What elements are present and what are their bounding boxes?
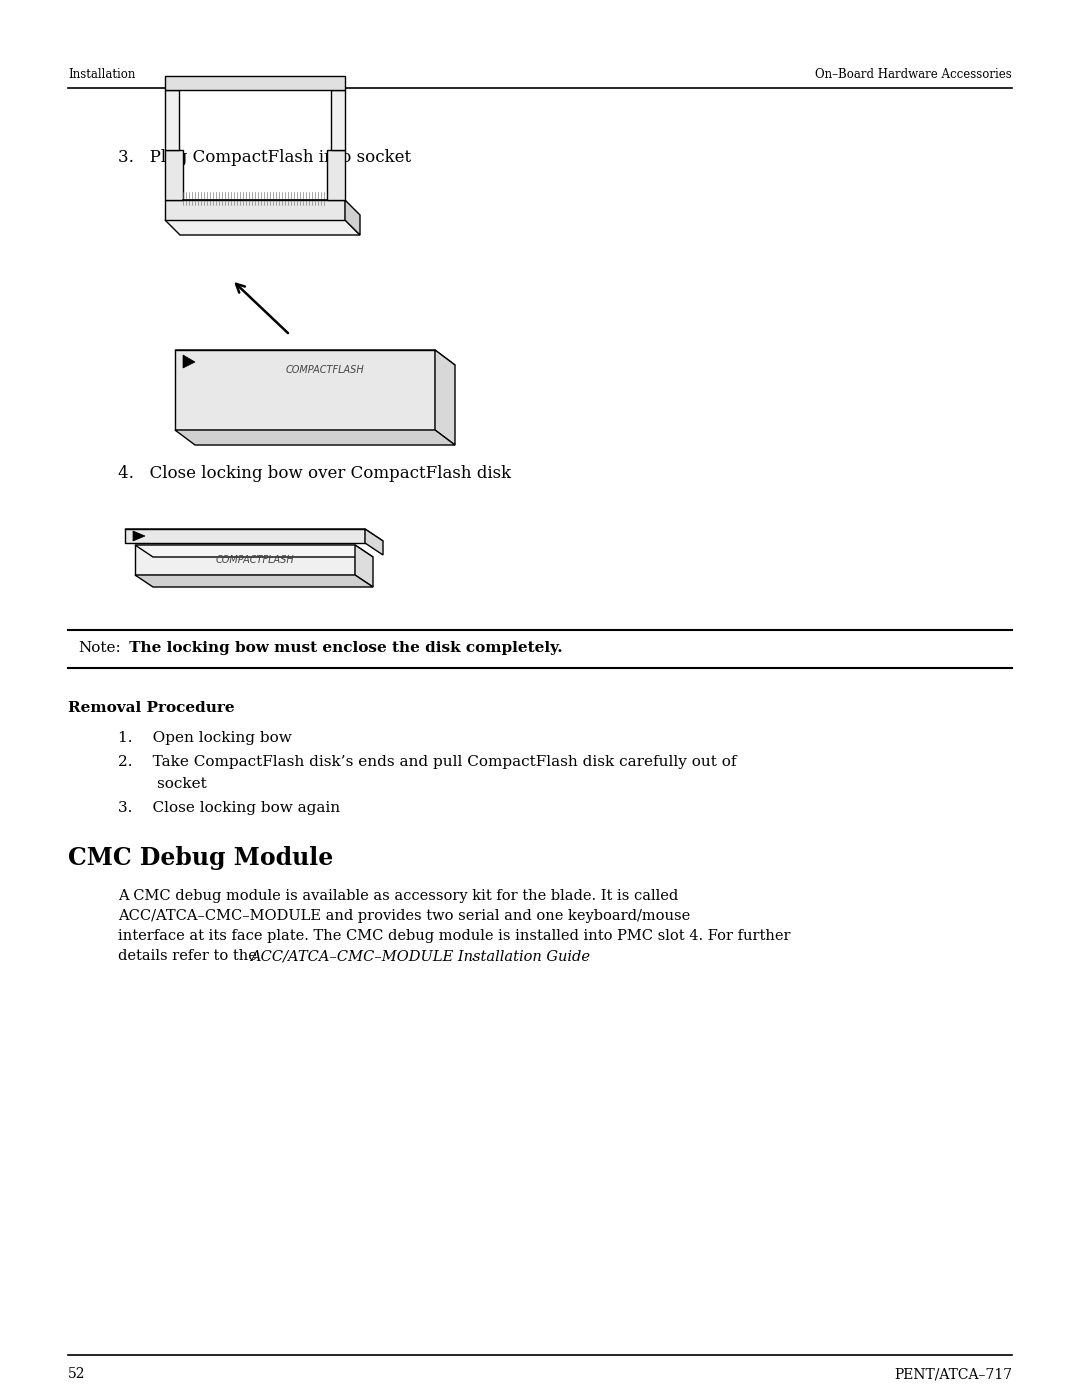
Polygon shape <box>175 430 455 444</box>
Text: 2.  Take CompactFlash disk’s ends and pull CompactFlash disk carefully out of: 2. Take CompactFlash disk’s ends and pul… <box>118 755 737 769</box>
Text: ACC/ATCA–CMC–MODULE and provides two serial and one keyboard/mouse: ACC/ATCA–CMC–MODULE and provides two ser… <box>118 910 690 924</box>
Polygon shape <box>183 355 195 368</box>
Polygon shape <box>345 201 360 235</box>
Polygon shape <box>435 350 455 444</box>
Polygon shape <box>365 529 383 554</box>
Polygon shape <box>165 77 345 91</box>
Text: 3.  Close locking bow again: 3. Close locking bow again <box>118 801 340 815</box>
Text: The locking bow must enclose the disk completely.: The locking bow must enclose the disk co… <box>124 641 563 655</box>
Text: interface at its face plate. The CMC debug module is installed into PMC slot 4. : interface at its face plate. The CMC deb… <box>118 929 791 943</box>
Polygon shape <box>355 545 373 586</box>
Polygon shape <box>327 150 345 201</box>
Text: A CMC debug module is available as accessory kit for the blade. It is called: A CMC debug module is available as acces… <box>118 889 678 903</box>
Polygon shape <box>175 350 455 365</box>
Polygon shape <box>165 150 183 201</box>
Text: COMPACTFLASH: COMPACTFLASH <box>216 554 295 566</box>
Text: PENT/ATCA–717: PENT/ATCA–717 <box>894 1367 1012 1380</box>
Text: 3.   Plug CompactFlash into socket: 3. Plug CompactFlash into socket <box>118 149 411 166</box>
Text: 1.  Open locking bow: 1. Open locking bow <box>118 731 292 745</box>
Polygon shape <box>165 91 179 150</box>
Polygon shape <box>175 350 435 430</box>
Polygon shape <box>125 529 365 543</box>
Text: Installation: Installation <box>68 68 135 81</box>
Polygon shape <box>133 531 145 540</box>
Text: CMC Debug Module: CMC Debug Module <box>68 846 334 871</box>
Text: 52: 52 <box>68 1367 85 1380</box>
Text: On–Board Hardware Accessories: On–Board Hardware Accessories <box>815 68 1012 81</box>
Polygon shape <box>330 91 345 150</box>
Text: socket: socket <box>118 777 206 791</box>
Text: 4.   Close locking bow over CompactFlash disk: 4. Close locking bow over CompactFlash d… <box>118 465 511 482</box>
Polygon shape <box>165 220 360 235</box>
Text: Removal Procedure: Removal Procedure <box>68 701 234 715</box>
Text: details refer to the: details refer to the <box>118 949 266 963</box>
Polygon shape <box>125 529 383 540</box>
Polygon shape <box>135 575 373 586</box>
Polygon shape <box>135 545 355 575</box>
Text: Note:: Note: <box>78 641 121 655</box>
Text: .: . <box>471 949 475 963</box>
Polygon shape <box>165 201 345 220</box>
Polygon shape <box>135 545 373 557</box>
Text: COMPACTFLASH: COMPACTFLASH <box>285 365 364 375</box>
Text: ACC/ATCA–CMC–MODULE Installation Guide: ACC/ATCA–CMC–MODULE Installation Guide <box>249 949 590 963</box>
